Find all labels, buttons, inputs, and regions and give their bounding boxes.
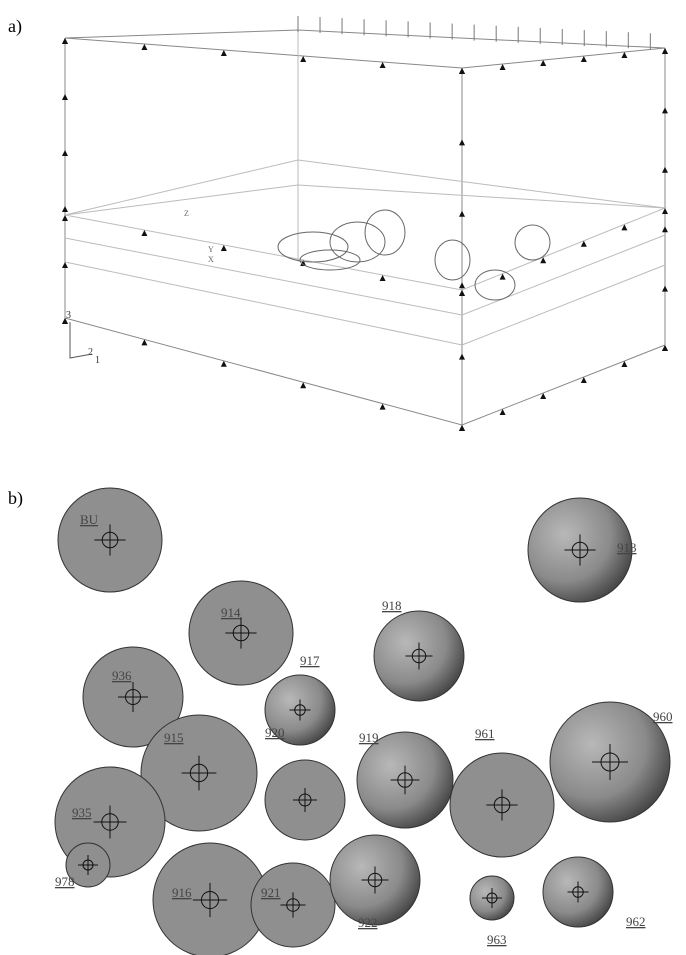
pile-label: 921	[261, 885, 281, 900]
support	[220, 50, 227, 56]
pile-label: BU	[80, 512, 99, 527]
support	[220, 360, 227, 367]
pile-label: 935	[72, 805, 92, 820]
triad-label: 2	[88, 347, 93, 358]
pile-label: 913	[617, 540, 637, 555]
support	[662, 285, 668, 292]
triad-label: 1	[95, 355, 100, 366]
support	[621, 224, 628, 231]
support	[499, 273, 506, 280]
triad-label: Z	[184, 209, 189, 218]
support	[540, 393, 547, 399]
pile-label: 916	[172, 885, 192, 900]
pile-label: 917	[300, 653, 320, 668]
support	[662, 166, 668, 173]
support	[662, 48, 668, 54]
support	[662, 226, 668, 233]
support	[540, 257, 547, 264]
pile-label: 914	[221, 605, 241, 620]
support	[459, 425, 465, 431]
support	[499, 64, 506, 70]
support	[459, 68, 465, 74]
support	[621, 361, 628, 367]
top-face	[64, 29, 666, 69]
support	[220, 245, 227, 251]
support	[141, 339, 148, 346]
bottom-edge	[64, 317, 666, 426]
support	[62, 262, 68, 268]
pile-mesh	[329, 221, 386, 263]
pile-mesh	[277, 231, 349, 263]
support	[662, 107, 668, 114]
pile-mesh	[299, 249, 361, 271]
panel-label: a)	[8, 16, 22, 37]
triad-label: Y	[208, 245, 214, 254]
support	[141, 44, 148, 50]
pile-label: 936	[112, 668, 132, 683]
pile-label: 978	[55, 874, 75, 889]
support	[540, 60, 547, 66]
support	[379, 275, 386, 281]
support	[300, 382, 307, 389]
support	[300, 260, 307, 266]
pile-label: 922	[358, 915, 378, 930]
triad-label: X	[208, 255, 214, 264]
support	[62, 94, 68, 100]
support	[379, 62, 386, 68]
pile-mesh	[474, 269, 516, 301]
pile-label: 918	[382, 598, 402, 613]
support	[379, 403, 386, 410]
support	[580, 56, 587, 62]
support	[62, 215, 68, 221]
support	[621, 52, 628, 58]
support	[580, 240, 587, 247]
support	[459, 139, 465, 146]
pile-label: 919	[359, 730, 379, 745]
support	[62, 150, 68, 156]
support	[662, 208, 668, 214]
pile-label: 920	[265, 725, 285, 740]
triad	[69, 322, 93, 359]
pile-label: 915	[164, 730, 184, 745]
support	[62, 206, 68, 212]
support	[459, 210, 465, 217]
pile-plan: BU 913 914 918 936 917 960 919 961 915 920 935 978 91…	[54, 487, 673, 955]
pile-label: 963	[487, 932, 507, 947]
pile-label: 960	[653, 709, 673, 724]
level	[64, 184, 666, 216]
fe-model	[62, 16, 668, 431]
support	[62, 318, 68, 324]
support	[459, 282, 465, 289]
triad-label: 3	[66, 310, 71, 321]
support	[662, 345, 668, 351]
panel-label: b)	[8, 488, 23, 509]
support	[459, 353, 465, 360]
level	[64, 261, 666, 346]
pile-label: 961	[475, 726, 495, 741]
pile-mesh	[514, 224, 551, 261]
support	[580, 377, 587, 383]
level	[64, 234, 666, 316]
support	[141, 230, 148, 236]
support	[62, 38, 68, 44]
pile-label: 962	[626, 914, 646, 929]
support	[459, 290, 465, 296]
pile-mesh	[364, 209, 406, 256]
support	[300, 56, 307, 62]
support	[499, 409, 506, 415]
pile-mesh	[434, 239, 471, 281]
